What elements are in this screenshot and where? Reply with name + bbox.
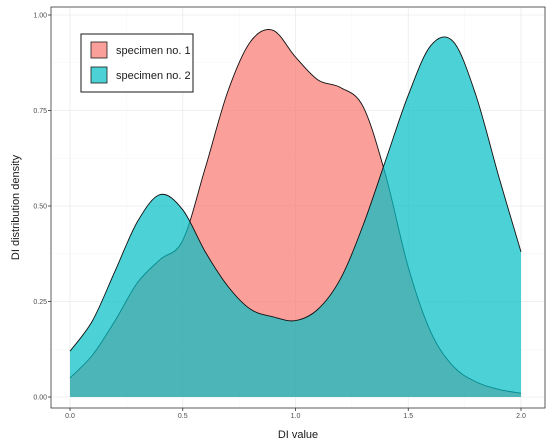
legend-key-specimen-1 — [90, 41, 108, 59]
legend: specimen no. 1 specimen no. 2 — [80, 33, 194, 93]
y-tick-label: 1.00 — [33, 13, 47, 20]
panel-border — [50, 6, 546, 409]
area-series-2 — [70, 36, 521, 397]
y-tick-label: 0.50 — [33, 204, 47, 211]
legend-key-specimen-2 — [90, 66, 108, 84]
legend-label-specimen-2: specimen no. 2 — [116, 70, 191, 82]
y-tick-label: 0.75 — [33, 108, 47, 115]
x-tick-label: 0.0 — [65, 413, 75, 420]
x-tick-label: 1.5 — [403, 413, 413, 420]
x-tick-label: 1.0 — [291, 413, 301, 420]
x-tick-label: 2.0 — [516, 413, 526, 420]
axes: 0.0 0.5 1.0 1.5 2.0 0.00 0.25 0.50 0.75 1.00 — [33, 13, 526, 421]
y-tick-label: 0.25 — [33, 299, 47, 306]
x-axis-title: DI value — [278, 429, 318, 441]
x-tick-label: 0.5 — [178, 413, 188, 420]
density-areas — [69, 29, 522, 397]
legend-label-specimen-1: specimen no. 1 — [116, 45, 191, 57]
y-tick-label: 0.00 — [33, 395, 47, 402]
outline-series-2 — [69, 36, 522, 352]
y-axis-title: DI distribution density — [10, 154, 22, 260]
